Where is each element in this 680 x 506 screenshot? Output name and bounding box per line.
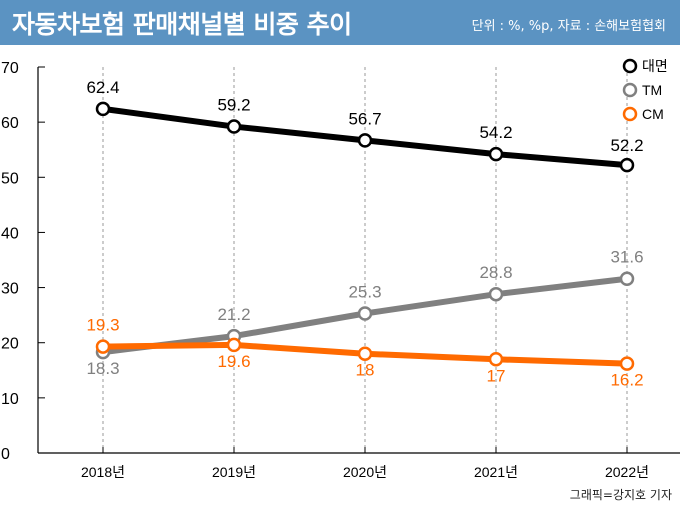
legend-label: 대면 <box>642 58 668 74</box>
data-point <box>619 356 635 371</box>
data-label: 18.3 <box>86 359 119 378</box>
data-point <box>619 157 635 173</box>
data-label: 25.3 <box>348 282 381 301</box>
x-tick-label: 2022년 <box>605 464 649 480</box>
data-point <box>488 286 504 302</box>
x-tick-label: 2018년 <box>81 464 125 480</box>
data-point <box>619 271 635 286</box>
data-label: 28.8 <box>479 263 512 282</box>
y-tick-label: 70 <box>1 60 19 77</box>
legend-label: TM <box>642 82 662 98</box>
unit-source-note: 단위 : %, %p, 자료 : 손해보험협회 <box>471 19 666 34</box>
data-label: 19.3 <box>86 316 119 335</box>
data-label: 17 <box>487 366 506 385</box>
data-point <box>226 119 242 134</box>
data-label: 18 <box>356 361 375 380</box>
line-chart: 0 10 20 30 40 50 60 70 2018년 2019년 2020년 2021년 2022년… <box>1 58 680 480</box>
data-point <box>357 133 373 148</box>
data-point <box>488 352 504 367</box>
legend-marker <box>622 82 638 98</box>
legend-label: CM <box>642 106 664 122</box>
data-point <box>95 339 111 354</box>
x-tick-label: 2019년 <box>212 464 256 480</box>
data-point <box>357 346 373 361</box>
y-tick-label: 0 <box>1 446 10 463</box>
data-label: 31.6 <box>610 248 643 267</box>
y-tick-label: 20 <box>1 336 19 353</box>
x-tick-label: 2020년 <box>343 464 387 480</box>
data-label: 19.6 <box>217 352 250 371</box>
y-tick-label: 40 <box>1 225 19 242</box>
data-label: 54.2 <box>479 123 512 142</box>
data-label: 16.2 <box>610 371 643 390</box>
data-point <box>226 337 242 353</box>
data-point <box>357 306 373 321</box>
y-tick-label: 10 <box>1 391 19 408</box>
y-tick-label: 60 <box>1 115 19 132</box>
data-label: 52.2 <box>610 136 643 155</box>
data-point <box>95 101 111 117</box>
legend-marker <box>622 106 638 122</box>
data-label: 21.2 <box>217 305 250 324</box>
data-label: 56.7 <box>348 109 381 128</box>
data-label: 62.4 <box>86 78 119 97</box>
y-tick-label: 30 <box>1 281 19 298</box>
y-tick-label: 50 <box>1 170 19 187</box>
header-bar: 자동차보험 판매채널별 비중 추이 단위 : %, %p, 자료 : 손해보험협… <box>0 0 680 45</box>
data-label: 59.2 <box>217 96 250 115</box>
data-point <box>488 146 504 162</box>
x-tick-label: 2021년 <box>474 464 518 480</box>
chart-title: 자동차보험 판매채널별 비중 추이 <box>12 10 352 39</box>
legend-marker <box>622 58 638 74</box>
graphic-credit: 그래픽=강지호 기자 <box>569 488 672 502</box>
